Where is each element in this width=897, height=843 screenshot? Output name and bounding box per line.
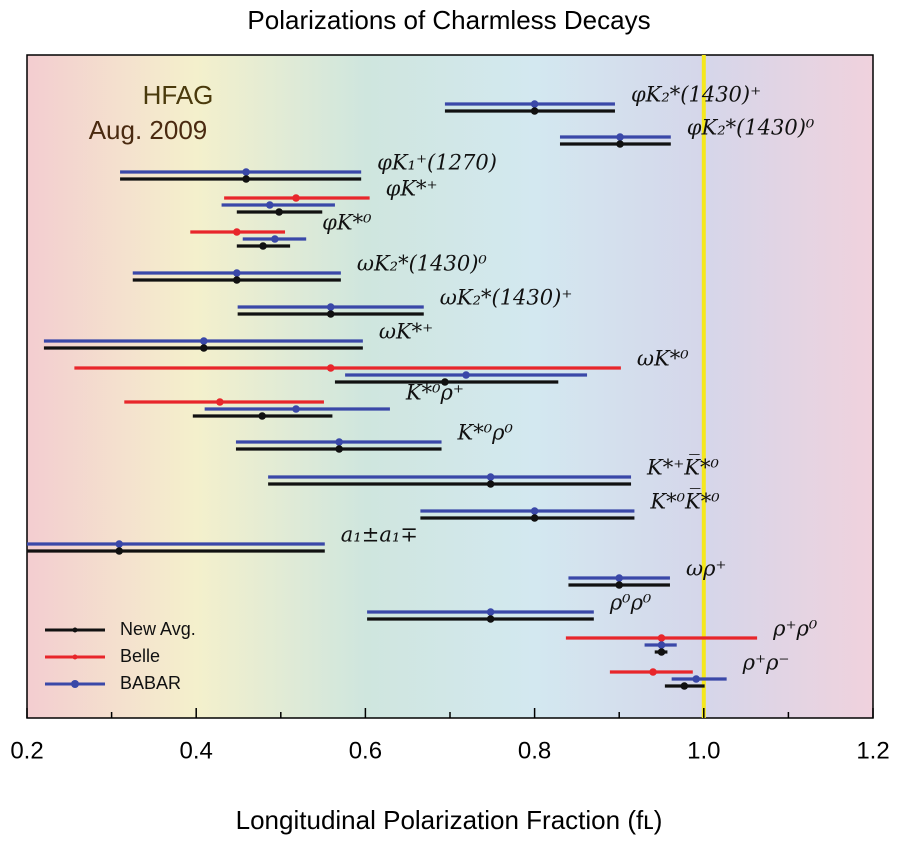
x-tick-label: 0.2 bbox=[10, 737, 43, 764]
decay-label: ωK*⁺ bbox=[379, 320, 433, 344]
decay-label: ωK₂*(1430)⁺ bbox=[440, 286, 573, 310]
decay-label: φK₂*(1430)⁰ bbox=[687, 116, 815, 140]
point bbox=[680, 682, 689, 690]
point bbox=[326, 303, 335, 311]
point bbox=[657, 634, 666, 642]
point bbox=[233, 228, 241, 236]
point bbox=[530, 514, 539, 522]
point bbox=[271, 235, 279, 243]
decay-label: K*⁺K̅*⁰ bbox=[646, 455, 719, 480]
legend-dot bbox=[72, 654, 78, 660]
point bbox=[616, 140, 624, 148]
legend-dot bbox=[72, 627, 78, 633]
plot-area bbox=[26, 54, 874, 719]
point bbox=[486, 615, 495, 623]
point bbox=[335, 445, 343, 453]
point bbox=[200, 344, 208, 352]
point bbox=[462, 371, 470, 379]
point bbox=[657, 648, 666, 656]
point bbox=[486, 473, 495, 481]
point bbox=[530, 107, 539, 115]
decay-label: φK₁⁺(1270) bbox=[377, 151, 497, 175]
decay-label: K*⁰ρ⁺ bbox=[405, 381, 464, 405]
point bbox=[115, 540, 124, 548]
decay-label: ωρ⁺ bbox=[686, 557, 727, 581]
x-tick-label: 0.8 bbox=[518, 737, 551, 764]
decay-label: ωK₂*(1430)⁰ bbox=[357, 252, 488, 276]
point bbox=[200, 337, 208, 345]
decay-label: ωK*⁰ bbox=[637, 347, 689, 371]
point bbox=[216, 398, 224, 406]
legend-label: Belle bbox=[120, 646, 160, 666]
decay-label: ρ⁺ρ⁰ bbox=[772, 617, 818, 641]
decay-label: K*⁰ρ⁰ bbox=[457, 421, 514, 445]
decay-label: φK*⁺ bbox=[386, 177, 438, 201]
point bbox=[326, 364, 335, 372]
point bbox=[242, 168, 250, 176]
decay-label: K*⁰K̅*⁰ bbox=[649, 489, 720, 514]
point bbox=[441, 378, 449, 386]
point bbox=[649, 668, 657, 676]
legend-dot bbox=[71, 680, 79, 688]
point bbox=[335, 438, 343, 446]
x-tick-label: 1.0 bbox=[687, 737, 720, 764]
point bbox=[233, 276, 241, 284]
point bbox=[292, 194, 300, 202]
point bbox=[233, 269, 241, 277]
point bbox=[486, 480, 495, 488]
point bbox=[615, 581, 623, 589]
point bbox=[326, 310, 335, 318]
decay-label: φK₂*(1430)⁺ bbox=[631, 83, 761, 107]
point bbox=[258, 412, 266, 420]
point bbox=[259, 242, 267, 250]
point bbox=[616, 133, 624, 141]
decay-label: ρ⁰ρ⁰ bbox=[609, 591, 652, 615]
point bbox=[530, 100, 539, 108]
point bbox=[275, 208, 283, 216]
x-axis-label: Longitudinal Polarization Fraction (fʟ) bbox=[236, 805, 663, 835]
legend-label: New Avg. bbox=[120, 619, 196, 639]
point bbox=[615, 574, 623, 582]
point bbox=[657, 641, 666, 649]
decay-label: φK*⁰ bbox=[322, 211, 372, 235]
point bbox=[692, 675, 700, 683]
point bbox=[486, 608, 495, 616]
x-tick-label: 0.4 bbox=[180, 737, 213, 764]
point bbox=[266, 201, 274, 209]
point bbox=[292, 405, 300, 413]
legend-label: BABAR bbox=[120, 673, 181, 693]
decay-label: a₁±a₁∓ bbox=[341, 523, 418, 547]
annotation: Aug. 2009 bbox=[89, 115, 208, 145]
chart-title: Polarizations of Charmless Decays bbox=[247, 5, 650, 35]
point bbox=[530, 507, 539, 515]
x-tick-label: 0.6 bbox=[349, 737, 382, 764]
point bbox=[242, 175, 250, 183]
x-tick-label: 1.2 bbox=[856, 737, 889, 764]
decay-label: ρ⁺ρ⁻ bbox=[742, 651, 790, 675]
point bbox=[115, 547, 124, 555]
annotation: HFAG bbox=[143, 80, 214, 110]
